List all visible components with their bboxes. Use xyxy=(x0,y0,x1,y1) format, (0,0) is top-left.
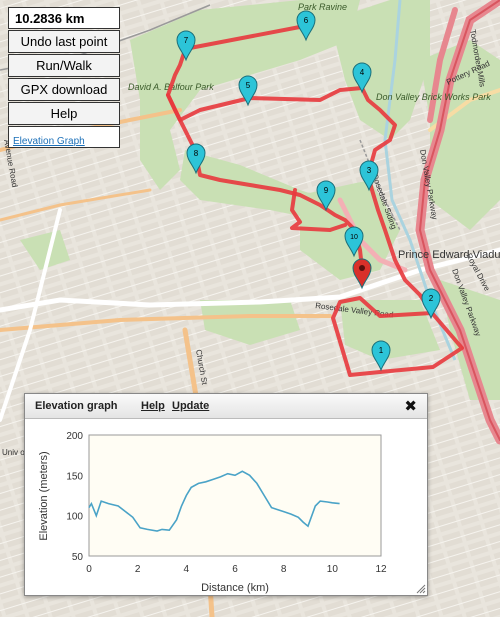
mode-select[interactable]: Run/Walk xyxy=(8,54,120,77)
help-button[interactable]: Help xyxy=(8,102,120,125)
chart-x-tick-label: 10 xyxy=(327,564,339,575)
chart-x-axis-label: Distance (km) xyxy=(201,582,269,594)
chart-x-tick-label: 6 xyxy=(232,564,238,575)
marker-label: 7 xyxy=(184,36,189,45)
map-label-park-ravine: Park Ravine xyxy=(298,2,347,12)
route-line xyxy=(331,296,464,377)
end-marker-icon[interactable] xyxy=(352,258,372,290)
marker-label: 9 xyxy=(324,186,329,195)
control-panel: 10.2836 km Undo last point Run/Walk GPX … xyxy=(8,7,120,148)
map-pin-icon[interactable]: 9 xyxy=(316,180,336,212)
chart-y-tick-label: 50 xyxy=(72,552,84,563)
map-label-university: Univ of T xyxy=(2,448,34,457)
elevation-window: Elevation graph Help Update ✖ 0 2 4 6 8 10 12 5… xyxy=(24,393,428,596)
marker-label: 2 xyxy=(429,294,434,303)
highway xyxy=(337,0,500,445)
map-pin-icon[interactable]: 3 xyxy=(359,160,379,192)
marker-label: 10 xyxy=(350,234,358,241)
map-label-viaduct: Prince Edward Viaduct xyxy=(398,249,500,261)
chart-x-tick-label: 12 xyxy=(375,564,387,575)
chart-plot-area xyxy=(88,434,382,557)
elevation-window-title: Elevation graph xyxy=(35,400,118,412)
map-pin-icon[interactable]: 2 xyxy=(421,288,441,320)
marker-label: 3 xyxy=(367,166,372,175)
chart-x-tick-label: 8 xyxy=(281,564,287,575)
elevation-chart: 0 2 4 6 8 10 12 50 100 150 200 Distance (km) Eleva… xyxy=(38,431,387,594)
map-pin-icon[interactable]: 4 xyxy=(352,62,372,94)
map-pin-icon[interactable]: 1 xyxy=(371,340,391,372)
map-pin-icon[interactable]: 6 xyxy=(296,10,316,42)
marker-label: 5 xyxy=(246,81,251,90)
map-pin-icon[interactable]: 8 xyxy=(186,143,206,175)
elevation-update-link[interactable]: Update xyxy=(172,400,210,412)
close-icon[interactable]: ✖ xyxy=(404,397,417,415)
resize-handle-icon[interactable] xyxy=(416,584,426,594)
chart-y-tick-label: 100 xyxy=(66,512,83,523)
map-pin-icon[interactable]: 10 xyxy=(344,226,364,258)
elevation-help-link[interactable]: Help xyxy=(141,400,165,412)
chart-y-tick-label: 200 xyxy=(66,431,83,442)
map-pin-icon[interactable]: 5 xyxy=(238,75,258,107)
route-line-spur xyxy=(290,188,347,232)
marker-label: 8 xyxy=(194,149,199,158)
map-label-brick-works: Don Valley Brick Works Park xyxy=(376,92,491,102)
chart-x-tick-label: 4 xyxy=(184,564,190,575)
route-markers: 1 2 3 4 5 6 7 8 9 10 xyxy=(176,10,441,372)
elevation-window-header[interactable]: Elevation graph Help Update ✖ xyxy=(25,394,427,419)
marker-label: 4 xyxy=(360,68,365,77)
chart-x-tick-label: 0 xyxy=(86,564,92,575)
chart-y-axis-label: Elevation (meters) xyxy=(38,451,50,540)
chart-x-tick-label: 2 xyxy=(135,564,141,575)
elevation-series-line xyxy=(88,470,340,532)
marker-label: 1 xyxy=(379,346,384,355)
map-pin-icon[interactable]: 7 xyxy=(176,30,196,62)
undo-button[interactable]: Undo last point xyxy=(8,30,120,53)
elevation-graph-link[interactable]: Elevation Graph xyxy=(13,136,85,147)
route-line-main xyxy=(166,18,434,315)
route-line-west xyxy=(166,93,364,270)
chart-y-tick-label: 150 xyxy=(66,471,83,482)
distance-display: 10.2836 km xyxy=(8,7,120,29)
marker-label: 6 xyxy=(304,16,309,25)
gpx-download-button[interactable]: GPX download xyxy=(8,78,120,101)
elevation-link-box: Elevation Graph xyxy=(8,126,120,148)
railway-siding xyxy=(359,139,401,231)
